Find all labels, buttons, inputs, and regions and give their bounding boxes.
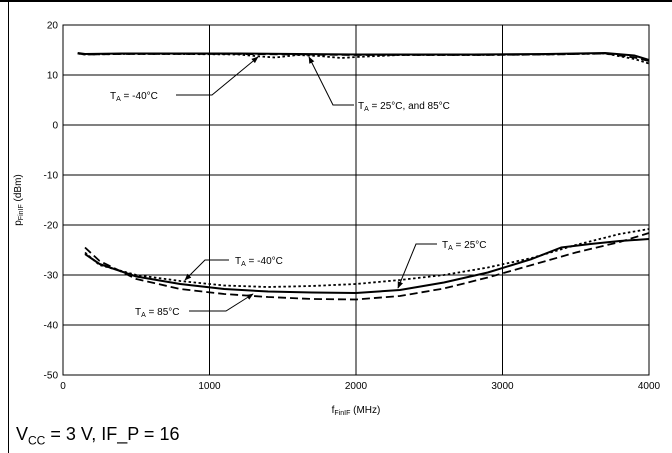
- annotation-t-sub: A: [448, 245, 453, 252]
- annotation-label-2: TA = -40°C: [235, 256, 283, 268]
- y-tick-label-6: -40: [44, 321, 59, 332]
- annotation-condition: = 85°C: [146, 307, 180, 318]
- series-line-lower-solid: [84, 238, 650, 294]
- annotation-leader-3: [397, 243, 437, 289]
- frame-left-border: [8, 0, 9, 453]
- series-line-upper-dotted: [77, 52, 650, 65]
- plot-area-frame: [62, 24, 650, 376]
- y-tick-label-0: 20: [47, 21, 59, 32]
- frame-top-border: [0, 0, 672, 2]
- x-axis-label-main: f: [332, 405, 335, 416]
- annotation-label-1: TA = 25°C, and 85°C: [358, 101, 450, 113]
- annotation-t-sub: A: [141, 312, 146, 319]
- annotation-t: T: [442, 240, 448, 251]
- annotation-label-3: TA = 25°C: [442, 240, 487, 252]
- y-axis-label: pFinIF (dBm): [13, 174, 25, 226]
- annotation-label-0: TA = -40°C: [110, 91, 158, 103]
- annotation-condition: = 25°C, and 85°C: [369, 101, 450, 112]
- x-axis-label-unit: (MHz): [350, 405, 380, 416]
- caption-v-sub: CC: [28, 433, 46, 448]
- annotation-leader-2: [184, 259, 229, 281]
- y-axis-label-unit: (dBm): [13, 174, 24, 204]
- annotation-t-sub: A: [364, 106, 369, 113]
- x-tick-label-3: 3000: [491, 381, 514, 392]
- y-axis-label-main: p: [13, 220, 24, 226]
- caption-rest: = 3 V, IF_P = 16: [45, 424, 180, 444]
- y-tick-label-7: -50: [44, 371, 59, 382]
- y-tick-label-4: -20: [44, 221, 59, 232]
- annotation-leader-4: [189, 293, 254, 312]
- series-line-upper-dashed: [77, 52, 650, 62]
- annotation-t: T: [135, 307, 141, 318]
- series-line-lower-dashed: [84, 232, 650, 301]
- annotation-t: T: [110, 91, 116, 102]
- annotation-leader-1: [308, 56, 354, 106]
- annotation-leader-0: [176, 56, 259, 96]
- x-tick-label-1: 1000: [198, 381, 221, 392]
- y-tick-label-5: -30: [44, 271, 59, 282]
- series-line-lower-dotted: [84, 228, 650, 288]
- x-axis-label: fFinIF (MHz): [332, 405, 381, 417]
- annotation-label-4: TA = 85°C: [135, 307, 180, 319]
- annotation-condition: = -40°C: [246, 256, 283, 267]
- annotation-condition: = -40°C: [121, 91, 158, 102]
- annotation-t-sub: A: [116, 96, 121, 103]
- annotation-t: T: [235, 256, 241, 267]
- x-tick-label-2: 2000: [345, 381, 368, 392]
- y-tick-label-3: -10: [44, 171, 59, 182]
- annotation-t-sub: A: [241, 261, 246, 268]
- conditions-caption: VCC = 3 V, IF_P = 16: [16, 424, 179, 448]
- x-axis-label-sub: FinIF: [334, 410, 350, 417]
- caption-v: V: [16, 424, 29, 444]
- x-tick-label-4: 4000: [638, 381, 661, 392]
- annotation-condition: = 25°C: [453, 240, 487, 251]
- x-tick-label-0: 0: [60, 381, 66, 392]
- y-tick-label-1: 10: [47, 71, 59, 82]
- y-tick-label-2: 0: [52, 121, 58, 132]
- y-axis-label-sub: FinIF: [18, 204, 25, 220]
- annotation-t: T: [358, 101, 364, 112]
